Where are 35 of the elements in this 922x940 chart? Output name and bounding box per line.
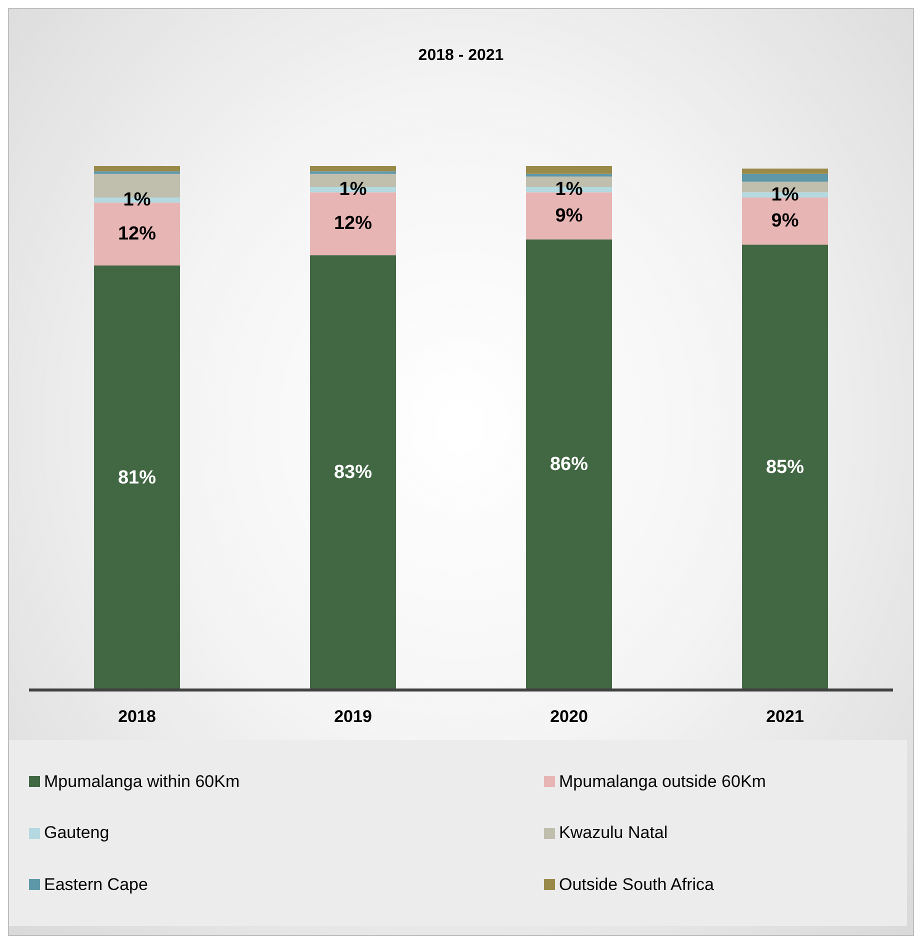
bar <box>94 266 180 690</box>
chart-title: 2018 - 2021 <box>417 47 505 65</box>
data-label: 12% <box>118 224 156 245</box>
legend-label: Outside South Africa <box>559 874 714 894</box>
bar <box>526 239 612 690</box>
data-label: 83% <box>334 462 372 484</box>
data-label: 1% <box>771 184 799 206</box>
x-tick-label: 2019 <box>334 707 372 726</box>
bar <box>526 174 612 176</box>
x-tick-label: 2020 <box>550 707 588 726</box>
bar <box>94 166 180 172</box>
bar <box>742 168 828 174</box>
bar <box>742 174 828 182</box>
data-label: 1% <box>123 190 151 211</box>
x-tick-label: 2021 <box>766 707 804 726</box>
bar <box>310 255 396 690</box>
bar <box>310 171 396 174</box>
legend-label: Kwazulu Natal <box>559 823 668 843</box>
bar <box>310 166 396 172</box>
legend-label: Mpumalanga outside 60Km <box>559 772 766 792</box>
data-label: 81% <box>118 467 156 488</box>
x-tick-label: 2018 <box>118 707 156 726</box>
data-label: 86% <box>550 454 588 476</box>
data-label: 9% <box>771 210 799 232</box>
bar <box>742 244 828 690</box>
data-label: 12% <box>334 213 372 234</box>
legend-label: Eastern Cape <box>44 874 148 894</box>
bar <box>526 166 612 174</box>
bar <box>94 171 180 174</box>
data-label: 1% <box>339 179 367 200</box>
data-label: 9% <box>555 205 583 226</box>
legend-label: Gauteng <box>44 823 110 843</box>
legend-label: Mpumalanga within 60Km <box>44 772 240 792</box>
data-label: 85% <box>766 456 804 478</box>
data-label: 1% <box>555 179 583 200</box>
